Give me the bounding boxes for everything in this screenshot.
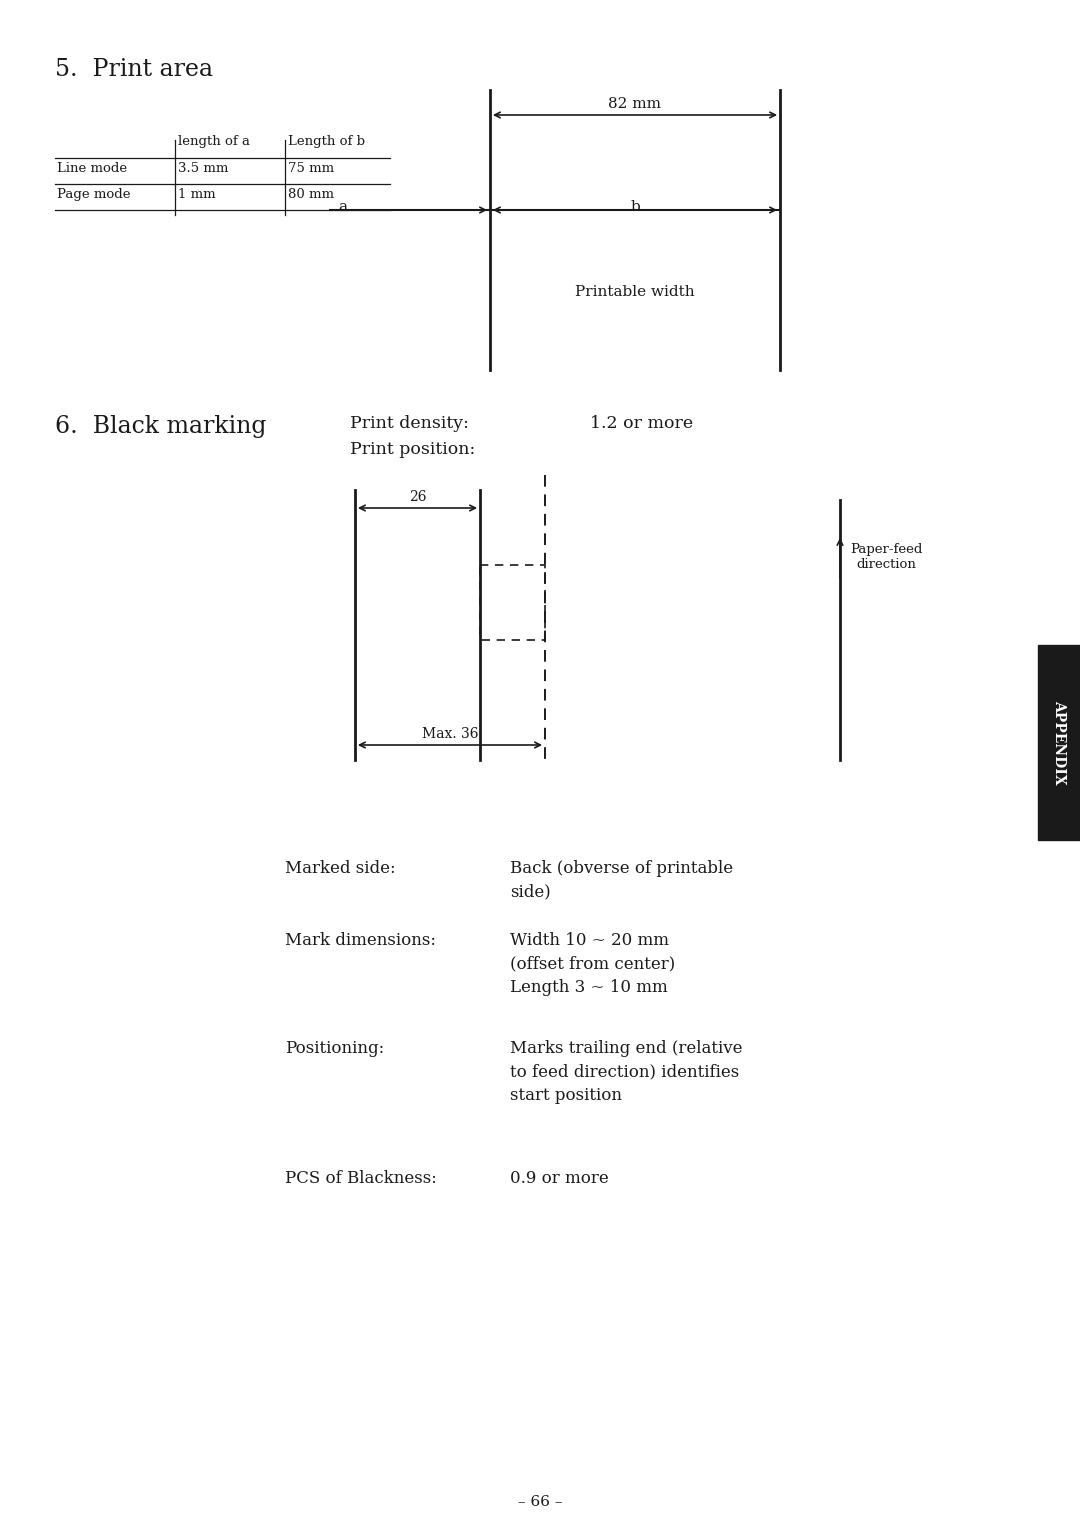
Text: Max. 36: Max. 36 — [422, 727, 478, 740]
Text: 5.  Print area: 5. Print area — [55, 58, 213, 81]
Text: Line mode: Line mode — [57, 162, 127, 175]
Text: Marks trailing end (relative
to feed direction) identifies
start position: Marks trailing end (relative to feed dir… — [510, 1039, 743, 1104]
Text: – 66 –: – 66 – — [517, 1495, 563, 1508]
Text: Width 10 ~ 20 mm
(offset from center)
Length 3 ~ 10 mm: Width 10 ~ 20 mm (offset from center) Le… — [510, 932, 675, 996]
Text: length of a: length of a — [178, 135, 249, 149]
Text: Print density:: Print density: — [350, 415, 469, 432]
Text: 75 mm: 75 mm — [288, 162, 334, 175]
Text: APPENDIX: APPENDIX — [1052, 701, 1066, 785]
Text: Back (obverse of printable
side): Back (obverse of printable side) — [510, 860, 733, 900]
Text: Print position:: Print position: — [350, 442, 475, 458]
Text: 3.5 mm: 3.5 mm — [178, 162, 228, 175]
Text: Page mode: Page mode — [57, 189, 131, 201]
Text: Printable width: Printable width — [576, 285, 694, 299]
Text: 6.  Black marking: 6. Black marking — [55, 415, 267, 438]
Text: Length of b: Length of b — [288, 135, 365, 149]
Text: 0.9 or more: 0.9 or more — [510, 1170, 609, 1187]
Text: 26: 26 — [408, 491, 427, 504]
Text: Marked side:: Marked side: — [285, 860, 395, 877]
Text: Positioning:: Positioning: — [285, 1039, 384, 1056]
Bar — [1038, 645, 1080, 840]
Text: Mark dimensions:: Mark dimensions: — [285, 932, 436, 949]
Text: 80 mm: 80 mm — [288, 189, 334, 201]
Text: 1 mm: 1 mm — [178, 189, 216, 201]
Text: 1.2 or more: 1.2 or more — [590, 415, 693, 432]
Text: 82 mm: 82 mm — [608, 97, 661, 110]
Text: Paper-feed
direction: Paper-feed direction — [850, 543, 922, 570]
Text: a: a — [338, 199, 347, 215]
Text: b: b — [630, 199, 639, 215]
Text: PCS of Blackness:: PCS of Blackness: — [285, 1170, 437, 1187]
